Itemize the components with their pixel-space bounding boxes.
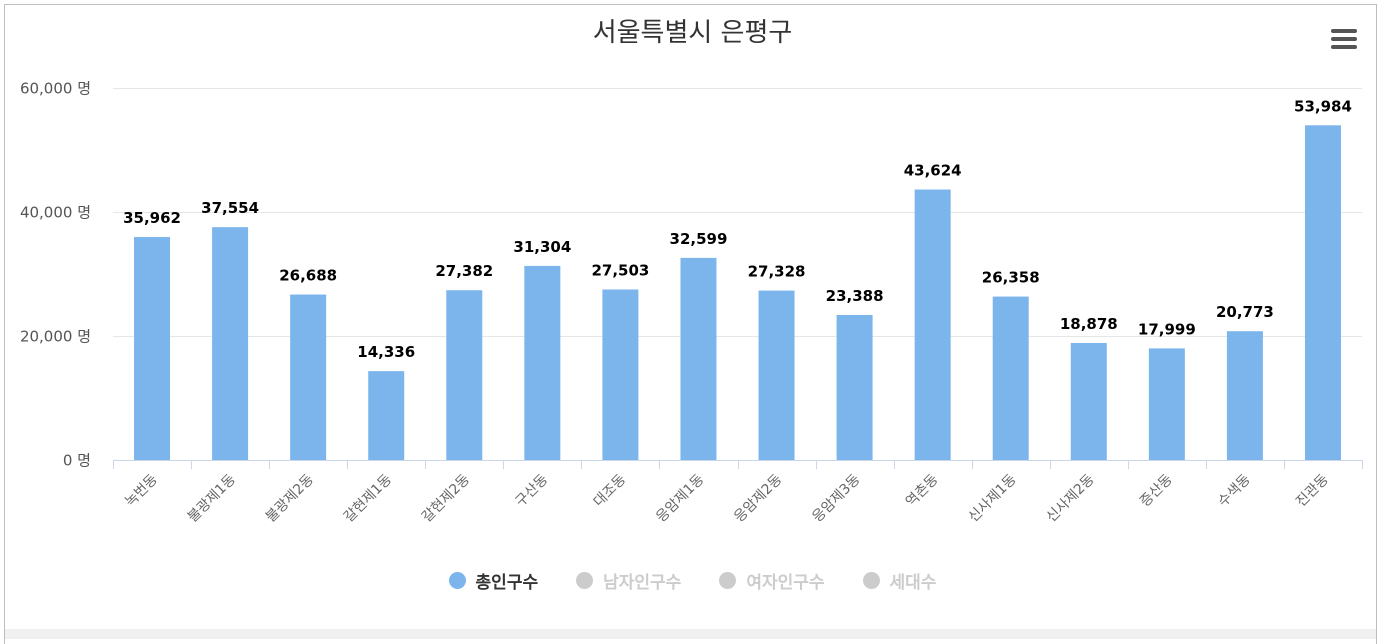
- legend-label: 세대수: [889, 573, 937, 593]
- legend-item[interactable]: 세대수: [862, 568, 937, 593]
- data-label: 20,773: [1216, 303, 1274, 321]
- data-label: 27,328: [748, 263, 806, 281]
- chart-title: 서울특별시 은평구: [592, 18, 793, 48]
- x-tick-label: 역촌동: [903, 471, 942, 510]
- bar[interactable]: [290, 294, 327, 460]
- bar[interactable]: [602, 289, 639, 460]
- bar[interactable]: [1226, 331, 1263, 460]
- x-tick-label: 응암제2동: [731, 471, 785, 525]
- legend-item[interactable]: 여자인구수: [719, 568, 825, 593]
- x-tick-label: 신사제1동: [965, 471, 1019, 525]
- x-tick-label: 응암제1동: [653, 471, 707, 525]
- data-label: 53,984: [1294, 97, 1352, 115]
- data-label: 31,304: [513, 238, 571, 256]
- legend-marker-icon: [448, 572, 466, 589]
- y-tick-label: 0 명: [63, 452, 91, 470]
- bar[interactable]: [368, 371, 405, 460]
- data-label: 27,382: [435, 262, 493, 280]
- data-label: 27,503: [591, 261, 649, 279]
- x-tick-label: 녹번동: [122, 471, 161, 510]
- y-tick-label: 60,000 명: [20, 80, 91, 98]
- bar[interactable]: [680, 257, 717, 460]
- bar[interactable]: [524, 265, 561, 460]
- bar[interactable]: [836, 314, 873, 460]
- bar[interactable]: [1070, 342, 1107, 460]
- data-label: 35,962: [123, 209, 181, 227]
- bottom-strip: [5, 629, 1376, 639]
- bar[interactable]: [992, 296, 1029, 460]
- bar[interactable]: [758, 290, 795, 460]
- data-label: 32,599: [670, 230, 728, 248]
- chart-plot: 0 명 20,000 명 40,000 명 60,000 명 35,962 녹번동 37,5…: [20, 80, 1363, 526]
- y-tick-label: 20,000 명: [20, 328, 91, 346]
- x-tick-label: 대조동: [591, 471, 630, 510]
- legend-marker-icon: [576, 572, 594, 589]
- data-label: 17,999: [1138, 320, 1196, 338]
- bar[interactable]: [914, 189, 951, 461]
- x-tick-label: 진관동: [1293, 471, 1332, 510]
- x-tick-label: 구산동: [513, 471, 552, 510]
- chart-menu-button[interactable]: [1330, 28, 1358, 50]
- data-label: 43,624: [904, 162, 962, 180]
- legend-item[interactable]: 총인구수: [448, 568, 539, 593]
- x-tick-label: 신사제2동: [1044, 471, 1098, 525]
- bar[interactable]: [1304, 125, 1341, 461]
- legend-label: 총인구수: [475, 573, 539, 593]
- bar[interactable]: [212, 227, 249, 460]
- chart-legend: 총인구수 남자인구수 여자인구수 세대수: [0, 568, 1385, 593]
- legend-label: 남자인구수: [603, 573, 682, 593]
- legend-item[interactable]: 남자인구수: [576, 568, 681, 593]
- x-tick-label: 불광제2동: [263, 471, 317, 525]
- y-tick-label: 40,000 명: [20, 204, 91, 222]
- data-label: 26,358: [982, 269, 1040, 287]
- data-label: 14,336: [357, 343, 415, 361]
- x-tick-label: 수색동: [1215, 471, 1254, 510]
- x-tick-label: 불광제1동: [185, 471, 239, 525]
- legend-marker-icon: [719, 572, 737, 589]
- bar[interactable]: [134, 237, 171, 460]
- x-tick-label: 증산동: [1137, 471, 1176, 510]
- bar[interactable]: [446, 290, 483, 460]
- bar[interactable]: [1148, 348, 1185, 460]
- x-tick-label: 갈현제1동: [341, 471, 395, 525]
- x-tick-label: 갈현제2동: [419, 471, 473, 525]
- x-tick-label: 응암제3동: [809, 471, 863, 525]
- data-label: 26,688: [279, 267, 337, 285]
- data-label: 23,388: [826, 287, 884, 305]
- data-label: 37,554: [201, 199, 259, 217]
- legend-label: 여자인구수: [746, 573, 825, 593]
- data-label: 18,878: [1060, 315, 1118, 333]
- legend-marker-icon: [862, 572, 880, 589]
